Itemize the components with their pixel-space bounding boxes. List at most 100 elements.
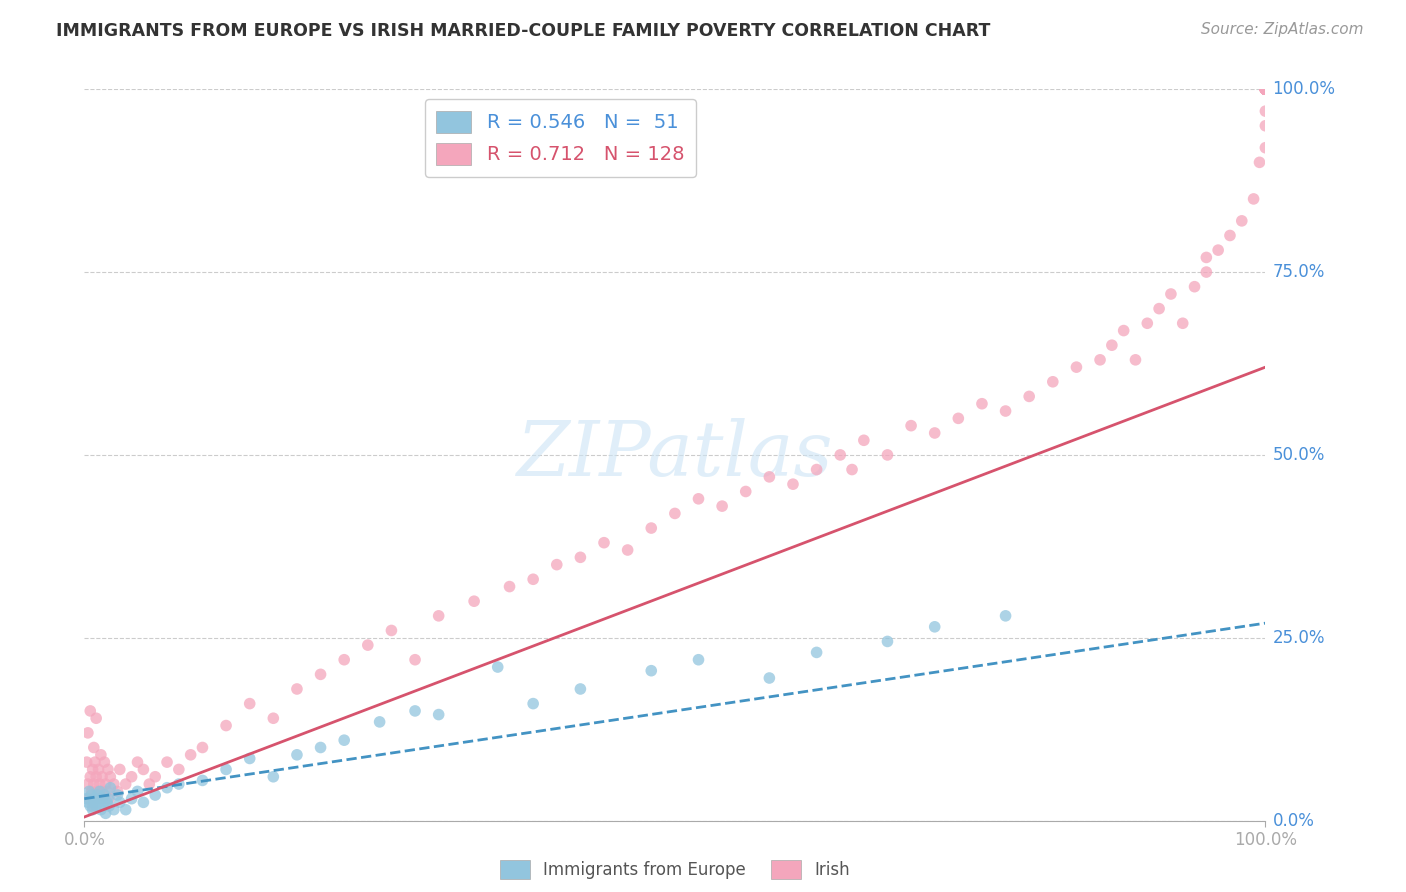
Point	[900, 418, 922, 433]
Point	[127, 755, 149, 769]
Point	[486, 660, 509, 674]
Point	[1254, 82, 1277, 96]
Point	[1254, 82, 1277, 96]
Point	[1254, 82, 1277, 96]
Point	[309, 667, 332, 681]
Point	[852, 434, 875, 448]
Point	[1254, 82, 1277, 96]
Point	[180, 747, 202, 762]
Point	[427, 707, 450, 722]
Point	[215, 718, 238, 732]
Point	[82, 763, 104, 777]
Text: 0.0%: 0.0%	[1272, 812, 1315, 830]
Point	[121, 791, 143, 805]
Point	[107, 788, 129, 802]
Point	[89, 777, 111, 791]
Point	[83, 740, 105, 755]
Point	[1254, 82, 1277, 96]
Point	[380, 624, 402, 638]
Point	[262, 770, 284, 784]
Point	[262, 711, 284, 725]
Point	[1254, 82, 1277, 96]
Point	[94, 777, 117, 791]
Point	[103, 803, 125, 817]
Point	[782, 477, 804, 491]
Point	[1254, 82, 1277, 96]
Point	[427, 608, 450, 623]
Point	[132, 763, 155, 777]
Point	[114, 803, 136, 817]
Text: 50.0%: 50.0%	[1272, 446, 1324, 464]
Point	[1254, 82, 1277, 96]
Point	[924, 425, 946, 440]
Point	[98, 780, 121, 795]
Point	[688, 653, 710, 667]
Point	[1195, 265, 1218, 279]
Point	[569, 550, 592, 565]
Point	[167, 777, 190, 791]
Point	[640, 664, 662, 678]
Point	[1101, 338, 1123, 352]
Point	[1066, 360, 1088, 375]
Point	[1206, 243, 1229, 257]
Point	[91, 770, 114, 784]
Point	[1254, 82, 1277, 96]
Point	[333, 733, 356, 747]
Point	[970, 397, 993, 411]
Point	[1088, 352, 1111, 367]
Point	[191, 773, 214, 788]
Point	[79, 704, 101, 718]
Point	[1254, 119, 1277, 133]
Text: IMMIGRANTS FROM EUROPE VS IRISH MARRIED-COUPLE FAMILY POVERTY CORRELATION CHART: IMMIGRANTS FROM EUROPE VS IRISH MARRIED-…	[56, 22, 991, 40]
Point	[948, 411, 970, 425]
Point	[1112, 324, 1135, 338]
Point	[97, 791, 120, 805]
Point	[463, 594, 485, 608]
Point	[103, 777, 125, 791]
Text: 25.0%: 25.0%	[1272, 629, 1324, 647]
Point	[239, 751, 262, 765]
Point	[90, 747, 112, 762]
Legend: Immigrants from Europe, Irish: Immigrants from Europe, Irish	[494, 853, 856, 886]
Point	[1254, 82, 1277, 96]
Point	[108, 763, 131, 777]
Point	[93, 755, 115, 769]
Point	[82, 803, 104, 817]
Point	[1184, 279, 1206, 293]
Point	[1254, 82, 1277, 96]
Point	[79, 770, 101, 784]
Point	[86, 788, 108, 802]
Text: Source: ZipAtlas.com: Source: ZipAtlas.com	[1201, 22, 1364, 37]
Point	[1254, 82, 1277, 96]
Point	[76, 755, 98, 769]
Point	[1243, 192, 1265, 206]
Point	[734, 484, 756, 499]
Point	[640, 521, 662, 535]
Point	[108, 796, 131, 810]
Point	[84, 711, 107, 725]
Point	[84, 799, 107, 814]
Point	[91, 791, 114, 805]
Point	[96, 796, 118, 810]
Point	[569, 681, 592, 696]
Point	[309, 740, 332, 755]
Point	[91, 784, 114, 798]
Point	[89, 784, 111, 798]
Point	[79, 799, 101, 814]
Point	[1254, 82, 1277, 96]
Point	[114, 777, 136, 791]
Point	[94, 806, 117, 821]
Point	[1254, 82, 1277, 96]
Point	[1254, 82, 1277, 96]
Point	[1254, 82, 1277, 96]
Point	[546, 558, 568, 572]
Point	[90, 803, 112, 817]
Point	[758, 470, 780, 484]
Point	[93, 788, 115, 802]
Point	[87, 763, 110, 777]
Text: 100.0%: 100.0%	[1272, 80, 1336, 98]
Point	[758, 671, 780, 685]
Point	[1254, 82, 1277, 96]
Point	[1254, 82, 1277, 96]
Point	[1254, 82, 1277, 96]
